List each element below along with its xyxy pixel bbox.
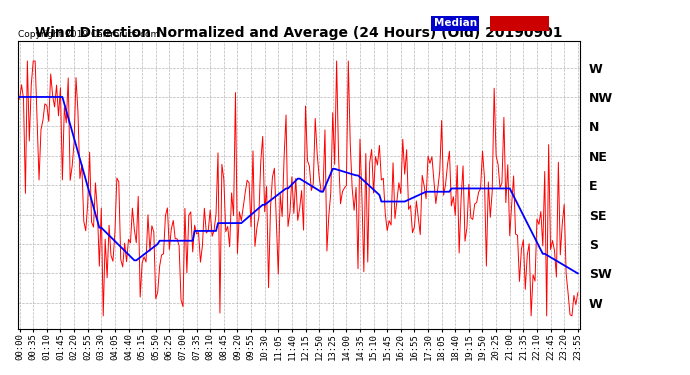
Title: Wind Direction Normalized and Average (24 Hours) (Old) 20190901: Wind Direction Normalized and Average (2… [35, 26, 562, 40]
Text: Copyright 2019 Cartronics.com: Copyright 2019 Cartronics.com [18, 30, 159, 39]
Text: Median: Median [433, 18, 477, 28]
Text: Direction: Direction [493, 18, 546, 28]
